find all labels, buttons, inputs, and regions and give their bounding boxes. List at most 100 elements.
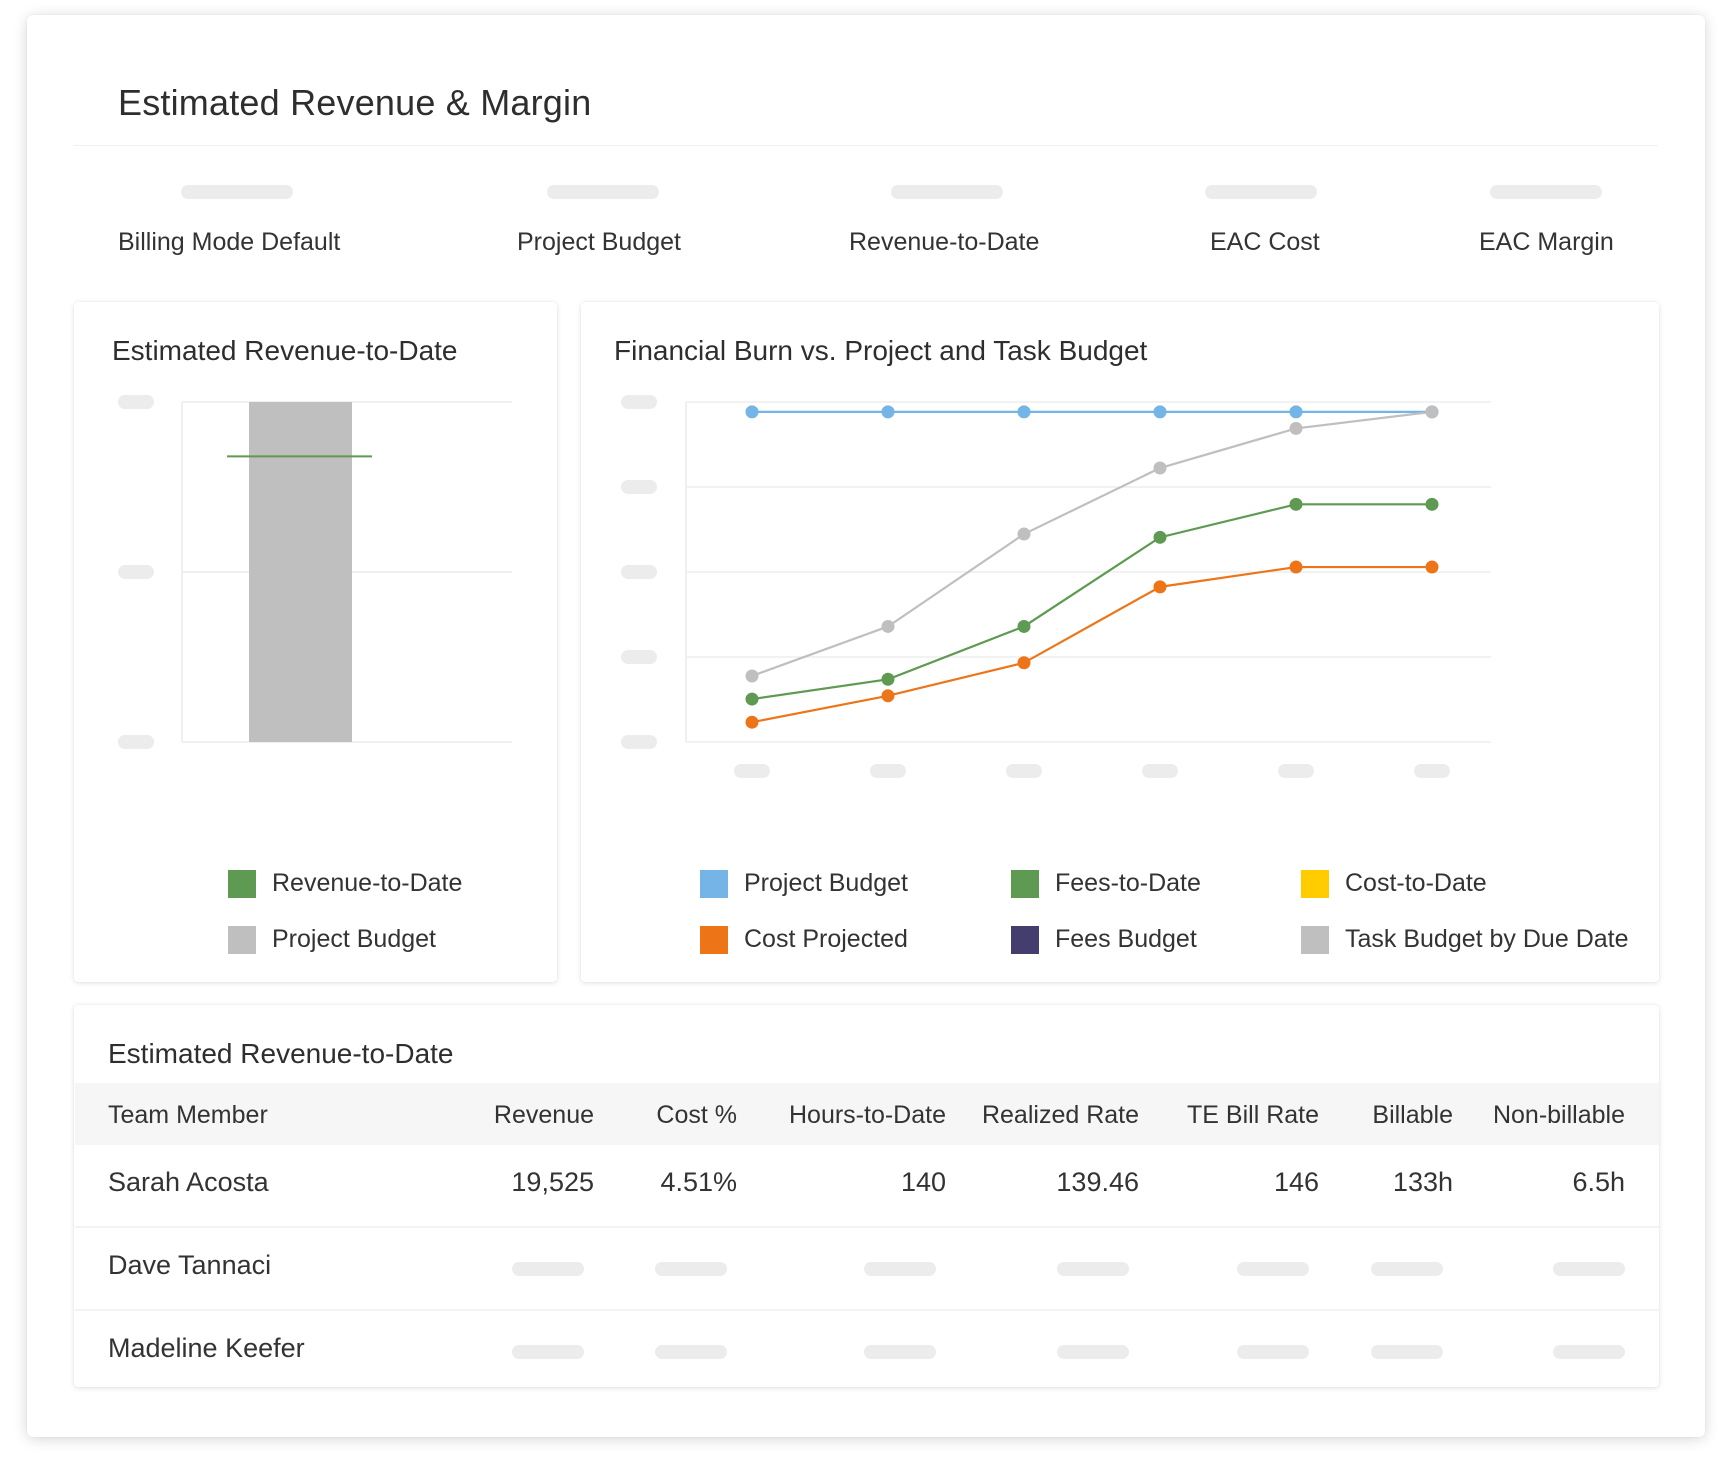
column-header-billable[interactable]: Billable <box>1372 1101 1453 1129</box>
burn-chart-panel: Financial Burn vs. Project and Task Budg… <box>581 302 1659 982</box>
legend-label: Project Budget <box>272 925 436 953</box>
y-tick-placeholder <box>621 395 657 409</box>
cell-placeholder <box>1237 1345 1309 1359</box>
cell-placeholder <box>1057 1262 1129 1276</box>
cell-team-member: Madeline Keefer <box>108 1333 305 1363</box>
data-point-task-budget-by-due-date <box>1289 421 1303 435</box>
cell-placeholder <box>1553 1262 1625 1276</box>
legend-swatch <box>1011 869 1039 898</box>
kpi-value-placeholder <box>891 185 1003 199</box>
legend-label: Cost Projected <box>744 925 908 953</box>
x-tick-placeholder <box>1006 764 1042 778</box>
legend-swatch <box>228 925 256 954</box>
cell-non-billable: 6.5h <box>1572 1167 1625 1197</box>
data-point-task-budget-by-due-date <box>745 669 759 683</box>
bar-project-budget <box>249 402 352 742</box>
revenue-chart-title: Estimated Revenue-to-Date <box>112 335 458 366</box>
legend-label: Fees-to-Date <box>1055 869 1201 897</box>
cell-placeholder <box>1237 1262 1309 1276</box>
cell-placeholder <box>655 1345 727 1359</box>
data-point-fees-to-date <box>1425 497 1439 511</box>
data-point-fees-to-date <box>1289 497 1303 511</box>
cell-realized-rate: 139.46 <box>1056 1167 1139 1197</box>
legend-item-revenue-to-date: Revenue-to-Date <box>228 869 462 898</box>
cell-team-member: Dave Tannaci <box>108 1250 272 1280</box>
legend-item-fees-to-date: Fees-to-Date <box>1011 869 1201 898</box>
y-tick-placeholder <box>621 650 657 664</box>
legend-item-project-budget: Project Budget <box>700 869 908 898</box>
cell-placeholder <box>512 1345 584 1359</box>
column-header-realized-rate[interactable]: Realized Rate <box>981 1101 1139 1129</box>
x-tick-placeholder <box>1414 764 1450 778</box>
cell-billable: 133h <box>1392 1167 1453 1197</box>
cell-team-member: Sarah Acosta <box>108 1167 269 1197</box>
data-point-task-budget-by-due-date <box>881 619 895 633</box>
legend-label: Fees Budget <box>1055 925 1197 953</box>
y-tick-placeholder <box>118 565 154 579</box>
legend-swatch <box>228 869 256 898</box>
data-point-cost-projected <box>1289 560 1303 574</box>
data-point-cost-projected <box>1153 580 1167 594</box>
cell-cost-pct: 4.51% <box>660 1167 737 1197</box>
cell-placeholder <box>864 1262 936 1276</box>
column-header-te-bill-rate[interactable]: TE Bill Rate <box>1187 1101 1319 1129</box>
revenue-chart-panel: Estimated Revenue-to-Date Revenue-to-Dat… <box>74 302 557 982</box>
legend-swatch <box>1011 925 1039 954</box>
data-point-task-budget-by-due-date <box>1017 527 1031 541</box>
table-title: Estimated Revenue-to-Date <box>108 1038 454 1069</box>
legend-label: Cost-to-Date <box>1345 869 1487 897</box>
column-header-non-billable[interactable]: Non-billable <box>1492 1101 1625 1129</box>
kpi-value-placeholder <box>181 185 293 199</box>
data-point-cost-projected <box>1425 560 1439 574</box>
kpi-value-placeholder <box>1490 185 1602 199</box>
x-tick-placeholder <box>1142 764 1178 778</box>
data-point-task-budget-by-due-date <box>1425 405 1439 419</box>
y-tick-placeholder <box>118 395 154 409</box>
data-point-cost-projected <box>1017 656 1031 670</box>
cell-placeholder <box>864 1345 936 1359</box>
kpi-label-eac-cost: EAC Cost <box>1210 228 1320 256</box>
column-header-revenue[interactable]: Revenue <box>493 1101 594 1129</box>
cell-placeholder <box>1057 1345 1129 1359</box>
legend-swatch <box>1301 869 1329 898</box>
cell-placeholder <box>1553 1345 1625 1359</box>
data-point-project-budget <box>1017 405 1031 419</box>
data-point-cost-projected <box>881 689 895 703</box>
legend-swatch <box>700 925 728 954</box>
y-tick-placeholder <box>621 565 657 579</box>
legend-label: Project Budget <box>744 869 908 897</box>
legend-item-task-budget-by-due-date: Task Budget by Due Date <box>1301 925 1629 954</box>
y-tick-placeholder <box>118 735 154 749</box>
data-point-task-budget-by-due-date <box>1153 461 1167 475</box>
row-divider <box>75 1309 1659 1311</box>
data-point-fees-to-date <box>745 692 759 706</box>
data-point-cost-projected <box>745 715 759 729</box>
page-title: Estimated Revenue & Margin <box>118 82 592 123</box>
column-header-hours-to-date[interactable]: Hours-to-Date <box>789 1101 946 1129</box>
x-tick-placeholder <box>1278 764 1314 778</box>
legend-item-project-budget: Project Budget <box>228 925 436 954</box>
burn-line-chart <box>621 395 1491 778</box>
burn-chart-title: Financial Burn vs. Project and Task Budg… <box>614 335 1148 366</box>
cell-placeholder <box>1371 1345 1443 1359</box>
column-header-cost-pct[interactable]: Cost % <box>656 1101 737 1129</box>
kpi-label-project-budget: Project Budget <box>517 228 681 256</box>
series-line-fees-to-date <box>751 503 1432 701</box>
data-point-fees-to-date <box>1017 619 1031 633</box>
kpi-value-placeholder <box>1205 185 1317 199</box>
legend-label: Task Budget by Due Date <box>1345 925 1629 953</box>
legend-item-fees-budget: Fees Budget <box>1011 925 1197 954</box>
cell-placeholder <box>1371 1262 1443 1276</box>
kpi-label-revenue-to-date: Revenue-to-Date <box>849 228 1040 256</box>
x-tick-placeholder <box>870 764 906 778</box>
cell-te-bill-rate: 146 <box>1273 1167 1319 1197</box>
data-point-fees-to-date <box>1153 530 1167 544</box>
cell-placeholder <box>655 1262 727 1276</box>
legend-swatch <box>1301 925 1329 954</box>
dashboard-card: Estimated Revenue & Margin Billing Mode … <box>27 15 1705 1437</box>
column-header-team-member[interactable]: Team Member <box>108 1101 268 1129</box>
series-line-cost-projected <box>751 565 1432 724</box>
legend-item-cost-to-date: Cost-to-Date <box>1301 869 1487 898</box>
legend-swatch <box>700 869 728 898</box>
row-divider <box>75 1226 1659 1228</box>
